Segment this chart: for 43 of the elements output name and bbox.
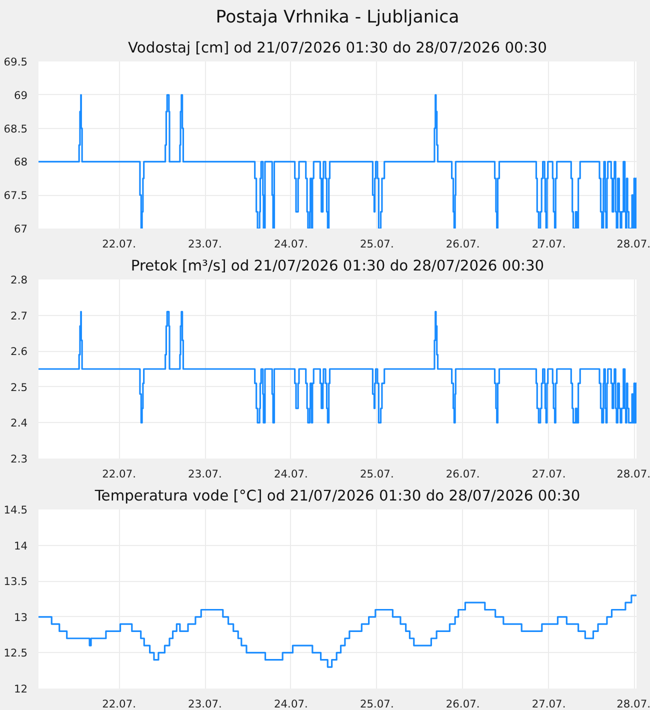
- y-tick-label: 2.5: [10, 380, 28, 394]
- x-tick-label: 23.07.: [188, 238, 222, 250]
- y-tick-label: 12.5: [4, 646, 28, 660]
- chart-subtitle: Vodostaj [cm] od 21/07/2026 01:30 do 28/07/2026 00:30: [128, 40, 547, 56]
- y-tick-label: 12: [14, 682, 28, 696]
- y-tick-label: 69: [14, 88, 28, 102]
- y-tick-label: 2.4: [10, 416, 28, 430]
- chart-title: Postaja Vrhnika - Ljubljanica: [216, 8, 460, 28]
- chart-title: Temperatura vode [°C] od 21/07/2026 01:30 do 28/07/2026 00:30: [94, 488, 580, 504]
- x-tick-label: 22.07.: [102, 468, 136, 480]
- y-tick-label: 67.5: [4, 189, 28, 202]
- y-tick-label: 13: [14, 610, 28, 624]
- x-tick-label: 27.07.: [532, 698, 566, 710]
- x-tick-label: 26.07.: [446, 468, 480, 480]
- x-tick-label: 25.07.: [360, 238, 394, 250]
- x-tick-label: 22.07.: [102, 698, 136, 710]
- x-tick-label: 23.07.: [188, 698, 222, 710]
- x-tick-label: 28.07.: [616, 468, 650, 480]
- x-tick-label: 22.07.: [102, 238, 136, 250]
- x-tick-label: 24.07.: [274, 238, 308, 250]
- x-tick-label: 28.07.: [616, 698, 650, 710]
- y-tick-label: 13.5: [4, 575, 28, 588]
- y-tick-label: 2.3: [10, 452, 28, 466]
- x-tick-label: 26.07.: [446, 698, 480, 710]
- y-tick-label: 68.5: [4, 122, 28, 136]
- y-tick-label: 14.5: [4, 504, 28, 516]
- y-tick-label: 2.7: [10, 309, 28, 322]
- y-tick-label: 67: [14, 222, 28, 236]
- x-tick-label: 26.07.: [446, 238, 480, 250]
- x-tick-label: 25.07.: [360, 698, 394, 710]
- x-tick-label: 25.07.: [360, 468, 394, 480]
- x-tick-label: 24.07.: [274, 698, 308, 710]
- x-tick-label: 23.07.: [188, 468, 222, 480]
- x-tick-label: 24.07.: [274, 468, 308, 480]
- y-tick-label: 68: [14, 156, 28, 169]
- x-tick-label: 28.07.: [616, 238, 650, 250]
- y-tick-label: 14: [14, 539, 28, 552]
- y-tick-label: 69.5: [4, 56, 28, 68]
- y-tick-label: 2.8: [10, 274, 28, 286]
- chart-title: Pretok [m³/s] od 21/07/2026 01:30 do 28/07/2026 00:30: [130, 258, 544, 274]
- x-tick-label: 27.07.: [532, 238, 566, 250]
- x-tick-label: 27.07.: [532, 468, 566, 480]
- y-tick-label: 2.6: [10, 345, 28, 358]
